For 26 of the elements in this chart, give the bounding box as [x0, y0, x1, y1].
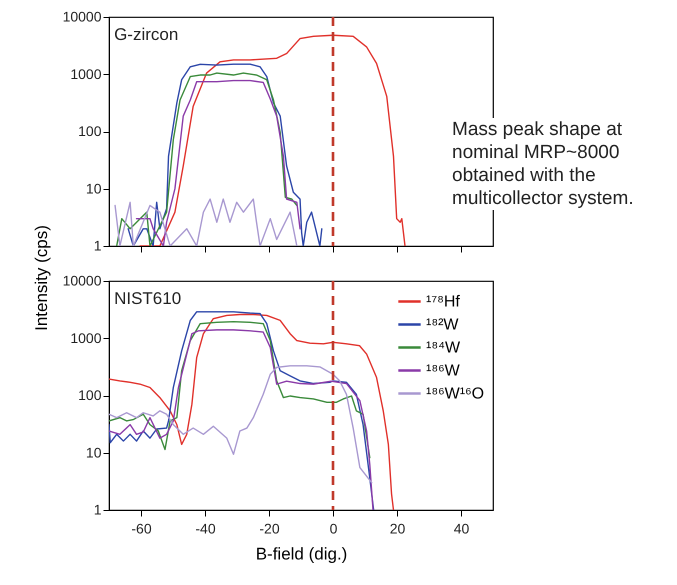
x-tick-label: -20	[259, 520, 280, 536]
x-tick-label: 0	[330, 520, 338, 536]
legend-label: ¹⁸²W	[426, 316, 460, 334]
y-tick-label: 1000	[70, 330, 102, 346]
y-tick-label: 1	[94, 238, 102, 254]
y-tick-label: 1	[94, 502, 102, 518]
legend-label: ¹⁸⁴W	[426, 340, 461, 356]
y-tick-label: 100	[78, 387, 102, 403]
x-tick-label: -60	[131, 520, 152, 536]
legend-label: ¹⁸⁶W	[426, 362, 461, 380]
annotation: Mass peak shape at nominal MRP~8000 obtained with the multicollector system.	[452, 118, 652, 210]
x-tick-label: 40	[454, 520, 470, 536]
y-tick-label: 10	[86, 180, 102, 196]
legend-label: ¹⁸⁶W¹⁶O	[426, 386, 484, 402]
x-tick-label: 20	[390, 520, 406, 536]
chart-title: G-zircon	[114, 25, 178, 44]
x-tick-label: -40	[195, 520, 216, 536]
y-tick-label: 100	[78, 123, 102, 139]
y-tick-label: 1000	[70, 66, 102, 82]
y-axis-title: Intensity (cps)	[32, 225, 52, 331]
legend-label: ¹⁷⁸Hf	[426, 294, 460, 310]
y-tick-label: 10000	[62, 8, 102, 24]
y-tick-label: 10000	[62, 272, 102, 288]
y-tick-label: 10	[86, 444, 102, 460]
chart-title: NIST610	[114, 289, 182, 308]
x-axis-title: B-field (dig.)	[256, 544, 348, 564]
